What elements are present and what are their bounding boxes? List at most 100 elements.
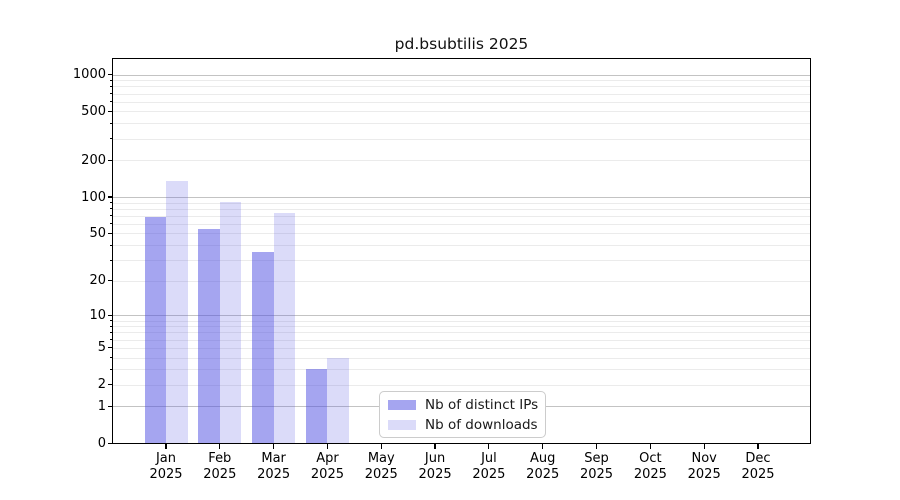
y-minor-tick-mark <box>110 347 113 349</box>
minor-gridline <box>113 384 810 386</box>
plot-area <box>113 59 810 444</box>
x-tick-year: 2025 <box>203 466 237 482</box>
legend-entry-downloads: Nb of downloads <box>388 416 538 433</box>
y-minor-tick-mark <box>110 320 113 322</box>
minor-gridline <box>113 208 810 210</box>
bar-distinct-ips <box>198 228 220 444</box>
y-tick-mark <box>107 442 113 445</box>
y-minor-tick-mark <box>110 384 113 386</box>
y-minor-tick-mark <box>110 223 113 225</box>
y-tick-mark <box>107 73 113 76</box>
x-tick-month: Jul <box>481 451 497 466</box>
x-tick-month: May <box>367 451 395 466</box>
minor-gridline <box>113 332 810 334</box>
legend-label-distinct-ips: Nb of distinct IPs <box>425 396 539 413</box>
x-tick-year: 2025 <box>472 466 506 482</box>
x-tick-label: Jul 2025 <box>459 451 519 482</box>
bar-downloads <box>166 181 188 444</box>
minor-gridline <box>113 320 810 322</box>
y-tick-label: 50 <box>89 225 106 241</box>
x-tick-month: Sep <box>584 451 609 466</box>
y-minor-tick-mark <box>110 215 113 217</box>
minor-gridline <box>113 138 810 140</box>
y-minor-tick-mark <box>110 101 113 103</box>
minor-gridline <box>113 111 810 113</box>
chart-title: pd.bsubtilis 2025 <box>394 35 529 53</box>
minor-gridline <box>113 280 810 282</box>
legend-swatch-distinct-ips <box>388 399 416 410</box>
x-tick-mark <box>542 444 544 450</box>
minor-gridline <box>113 326 810 328</box>
y-minor-tick-mark <box>110 159 113 161</box>
minor-gridline <box>113 339 810 341</box>
x-tick-mark <box>380 444 382 450</box>
x-tick-year: 2025 <box>364 466 398 482</box>
x-tick-year: 2025 <box>257 466 291 482</box>
minor-gridline <box>113 223 810 225</box>
legend: Nb of distinct IPs Nb of downloads <box>379 391 546 438</box>
y-minor-tick-mark <box>110 357 113 359</box>
x-tick-mark <box>757 444 759 450</box>
x-tick-month: Mar <box>261 451 286 466</box>
y-tick-label: 500 <box>81 103 106 119</box>
minor-gridline <box>113 80 810 82</box>
minor-gridline <box>113 101 810 103</box>
x-tick-mark <box>649 444 651 450</box>
x-tick-year: 2025 <box>633 466 667 482</box>
x-tick-label: Jan 2025 <box>136 451 196 482</box>
x-tick-label: Jun 2025 <box>405 451 465 482</box>
x-tick-label: Nov 2025 <box>674 451 734 482</box>
y-tick-mark <box>107 196 113 198</box>
x-tick-month: Dec <box>745 451 771 466</box>
x-tick-year: 2025 <box>418 466 452 482</box>
minor-gridline <box>113 347 810 349</box>
major-gridline <box>113 315 810 317</box>
y-minor-tick-mark <box>110 138 113 140</box>
x-tick-mark <box>488 444 490 450</box>
y-minor-tick-mark <box>110 208 113 210</box>
bar-downloads <box>219 202 242 444</box>
y-minor-tick-mark <box>110 122 113 124</box>
minor-gridline <box>113 160 810 162</box>
major-gridline <box>113 74 810 76</box>
y-minor-tick-mark <box>110 79 113 81</box>
x-tick-month: Apr <box>316 451 339 466</box>
legend-label-downloads: Nb of downloads <box>425 416 538 433</box>
y-tick-label: 1000 <box>72 67 106 82</box>
x-tick-month: Feb <box>208 451 232 466</box>
minor-gridline <box>113 93 810 95</box>
minor-gridline <box>113 123 810 125</box>
x-tick-year: 2025 <box>741 466 775 482</box>
minor-gridline <box>113 202 810 204</box>
y-tick-label: 100 <box>81 189 106 205</box>
x-tick-mark <box>273 444 275 450</box>
x-tick-month: Jun <box>424 451 446 466</box>
x-tick-mark <box>434 444 436 450</box>
x-tick-label: Aug 2025 <box>513 451 573 482</box>
x-tick-year: 2025 <box>579 466 614 482</box>
minor-gridline <box>113 260 810 262</box>
x-tick-label: May 2025 <box>351 451 411 482</box>
legend-entry-distinct-ips: Nb of distinct IPs <box>388 396 539 413</box>
x-tick-label: Sep 2025 <box>567 451 627 482</box>
y-minor-tick-mark <box>110 325 113 327</box>
y-minor-tick-mark <box>110 85 113 87</box>
y-minor-tick-mark <box>110 202 113 204</box>
x-tick-mark <box>326 444 329 450</box>
bar-distinct-ips <box>144 217 166 444</box>
x-tick-mark <box>165 444 167 450</box>
y-tick-mark <box>107 405 113 408</box>
x-tick-month: Jan <box>155 451 177 466</box>
x-tick-mark <box>595 444 598 450</box>
x-tick-label: Oct 2025 <box>620 451 680 482</box>
legend-swatch-downloads <box>388 419 416 430</box>
minor-gridline <box>113 233 810 235</box>
minor-gridline <box>113 215 810 217</box>
minor-gridline <box>113 245 810 247</box>
bar-downloads <box>327 357 349 444</box>
y-minor-tick-mark <box>110 280 113 282</box>
x-tick-label: Mar 2025 <box>244 451 304 482</box>
x-tick-month: Nov <box>691 451 717 466</box>
x-tick-label: Dec 2025 <box>728 451 788 482</box>
